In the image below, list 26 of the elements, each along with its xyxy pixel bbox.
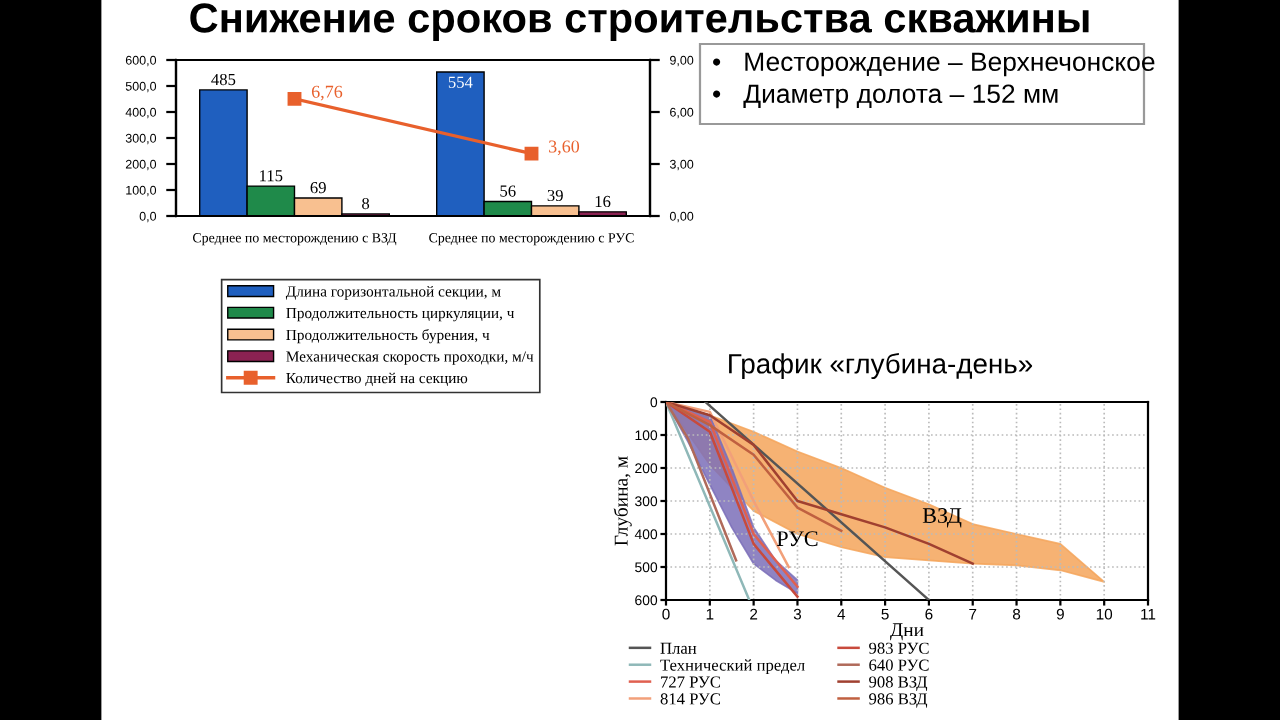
legend-label: Технический предел — [660, 659, 805, 675]
data-label: 554 — [448, 76, 473, 88]
legend-label: 640 РУС — [869, 659, 929, 671]
legend-label: 908 ВЗД — [869, 676, 928, 691]
text: Снижение сроков строительства скважины — [190, 3, 1089, 41]
text: • Месторождение – Верхнечонское — [713, 52, 1155, 77]
x-axis-title: Дни — [890, 623, 924, 641]
data-label: 39 — [547, 189, 563, 202]
data-label: 6,76 — [311, 85, 343, 101]
data-label: 69 — [310, 182, 326, 194]
data-label: 3,60 — [549, 140, 580, 156]
legend-label: 814 РУС — [660, 693, 721, 705]
legend-label: 986 ВЗД — [869, 693, 928, 708]
data-label: 115 — [260, 170, 283, 182]
legend-label: 983 РУС — [869, 642, 929, 654]
y-axis-title: Глубина, м — [613, 456, 632, 546]
data-label: 485 — [211, 73, 236, 86]
annotation: ВЗД — [922, 508, 962, 528]
data-label: 56 — [500, 185, 516, 197]
chart-title: График «глубина-день» — [729, 352, 1033, 380]
text: • Диаметр долота – 152 мм — [713, 84, 1058, 109]
legend-label: 727 РУС — [661, 676, 721, 688]
data-label: 8 — [362, 197, 370, 210]
legend-label: План — [660, 642, 697, 654]
data-label: 16 — [595, 195, 611, 208]
annotation: РУС — [776, 531, 818, 547]
